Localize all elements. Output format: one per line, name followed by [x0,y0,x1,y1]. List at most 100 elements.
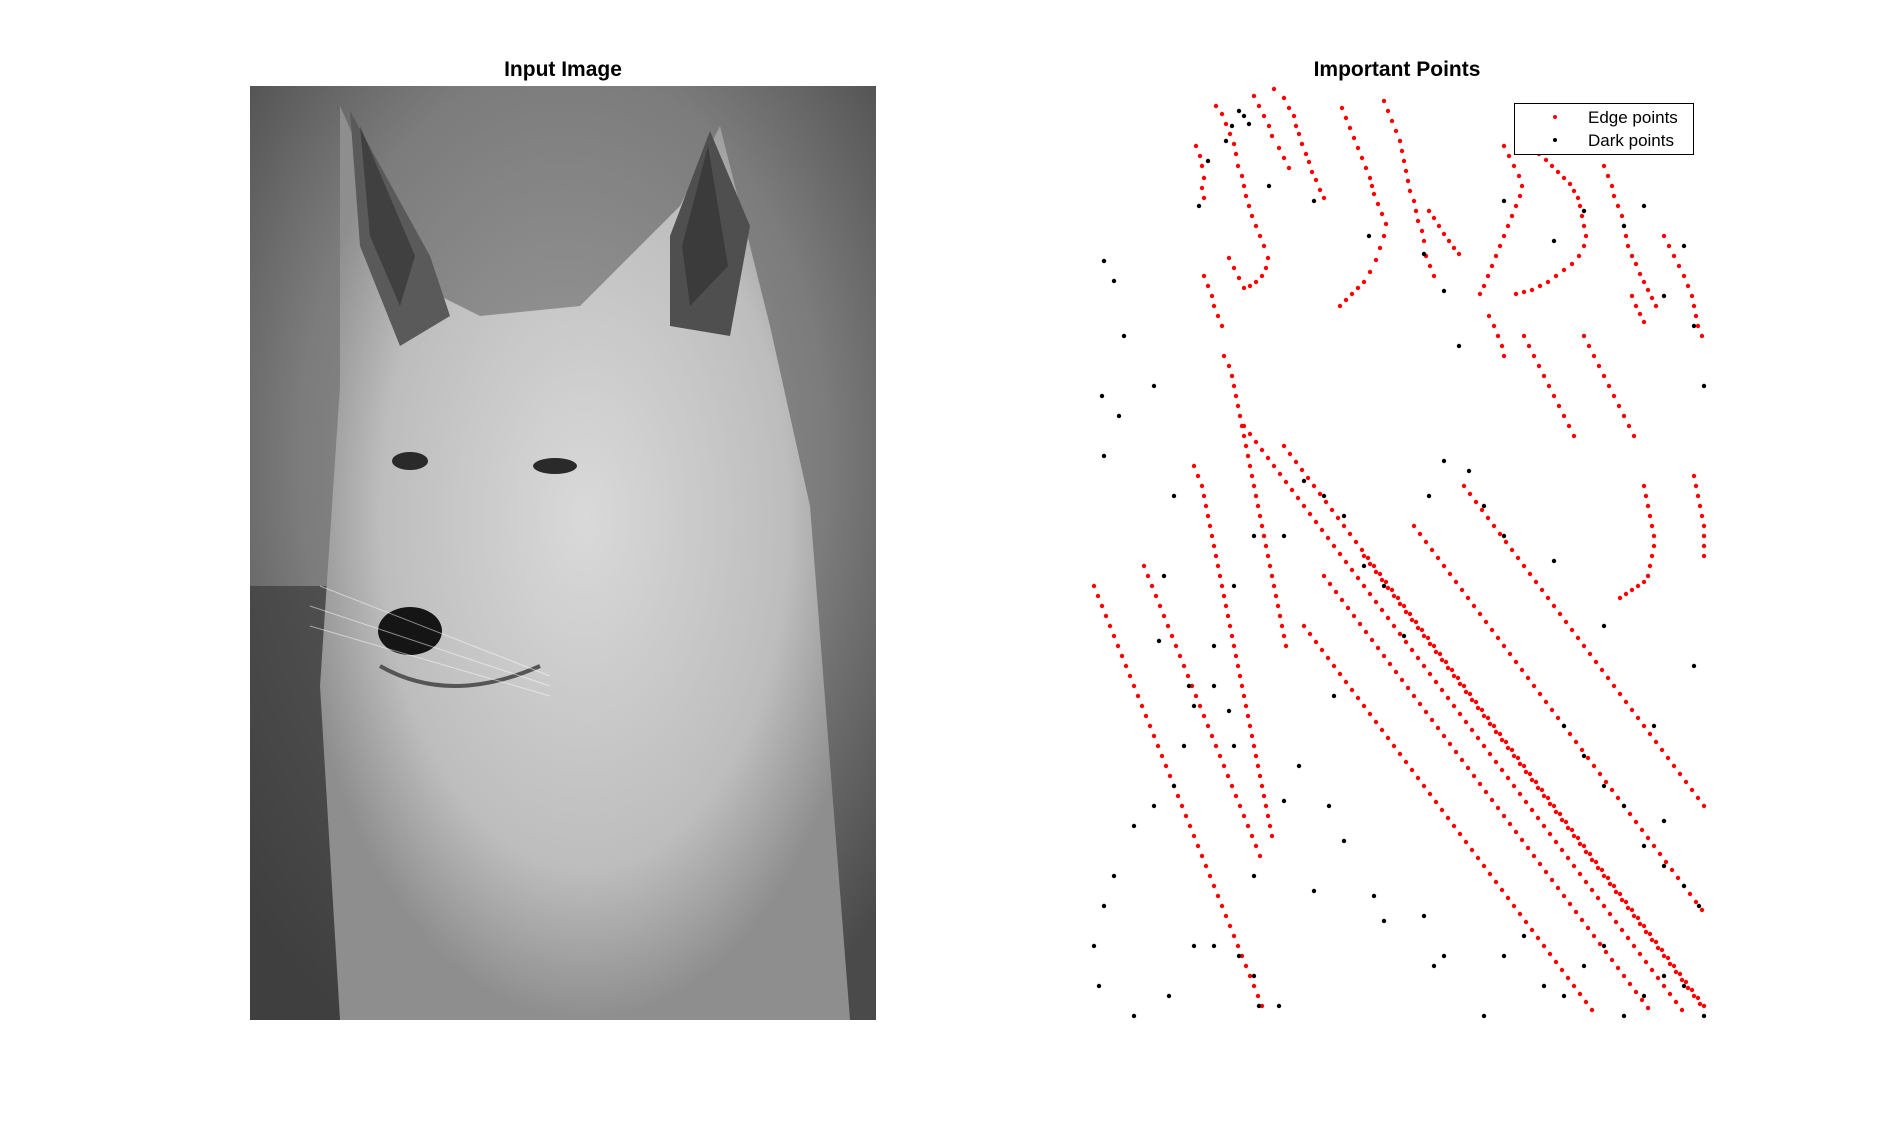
edge-point [1571,983,1577,989]
edge-point [1373,257,1379,263]
legend-entry-edge: Edge points [1515,107,1693,129]
edge-point [1535,785,1541,791]
edge-point [1553,959,1559,965]
edge-point [1541,373,1547,379]
dark-point [1691,323,1697,329]
edge-point [1685,985,1691,991]
edge-point [1091,583,1097,589]
edge-point [1241,813,1247,819]
edge-point [1367,591,1373,597]
edge-point [1671,763,1677,769]
edge-point [1179,803,1185,809]
edge-point [1697,1001,1703,1007]
edge-point [1591,763,1597,769]
edge-point [1405,685,1411,691]
edge-point [1235,403,1241,409]
edge-point [1651,543,1657,549]
edge-point [1307,511,1313,517]
edge-point [1243,703,1249,709]
edge-point [1583,999,1589,1005]
edge-point [1195,843,1201,849]
edge-point [1507,821,1513,827]
edge-point [1677,771,1683,777]
dark-point [1276,1003,1282,1009]
edge-point [1556,403,1562,409]
edge-point [1473,499,1479,505]
edge-point [1557,611,1563,617]
edge-point [1261,243,1267,249]
edge-point [1153,593,1159,599]
edge-point [1239,683,1245,689]
edge-point [1286,165,1292,171]
edge-point [1347,531,1353,537]
edge-point [1119,653,1125,659]
edge-point [1543,699,1549,705]
edge-point [1233,393,1239,399]
edge-point [1365,555,1371,561]
edge-point [1581,643,1587,649]
edge-point [1641,279,1647,285]
edge-point [1689,787,1695,793]
edge-point [1505,745,1511,751]
edge-point [1259,523,1265,529]
edge-point [1615,795,1621,801]
edge-point [1403,168,1409,174]
edge-point [1649,295,1655,301]
edge-point [1219,111,1225,117]
dark-point [1681,983,1687,989]
dark-point [1481,503,1487,509]
edge-point [1521,289,1527,295]
edge-point [1633,303,1639,309]
edge-point [1445,815,1451,821]
dark-point [1301,478,1307,484]
edge-point [1531,353,1537,359]
dark-point [1551,558,1557,564]
edge-point [1213,103,1219,109]
dark-point [1321,493,1327,499]
dark-point [1229,123,1235,129]
edge-point [1329,507,1335,513]
edge-point [1575,195,1581,201]
edge-point [1549,877,1555,883]
edge-point [1203,503,1209,509]
dark-point [1151,383,1157,389]
edge-point [1581,223,1587,229]
edge-point [1203,863,1209,869]
edge-point [1519,667,1525,673]
edge-point [1509,213,1515,219]
edge-point [1373,569,1379,575]
edge-point [1243,443,1249,449]
edge-point [1491,723,1497,729]
dark-point [1186,683,1192,689]
edge-point [1485,715,1491,721]
edge-point [1527,571,1533,577]
edge-point [1301,623,1307,629]
edge-point [1501,143,1507,149]
edge-point [1223,913,1229,919]
edge-point [1629,907,1635,913]
edge-point [1485,273,1491,279]
edge-point [1683,779,1689,785]
edge-point [1431,643,1437,649]
edge-point [1701,523,1707,529]
edge-point [1576,253,1582,259]
dark-point [1246,121,1252,127]
edge-point [1631,433,1637,439]
dark-point [1561,993,1567,999]
edge-point [1423,709,1429,715]
edge-point [1211,303,1217,309]
edge-point [1427,671,1433,677]
dark-point [1311,198,1317,204]
edge-point [1201,493,1207,499]
edge-point [1345,605,1351,611]
edge-point [1665,955,1671,961]
edge-point [1467,491,1473,497]
edge-point [1595,865,1601,871]
edge-point [1659,747,1665,753]
dark-point [1651,723,1657,729]
edge-point [1271,463,1277,469]
edge-point [1601,163,1607,169]
edge-point [1421,238,1427,244]
edge-point [1231,383,1237,389]
edge-point [1269,833,1275,839]
